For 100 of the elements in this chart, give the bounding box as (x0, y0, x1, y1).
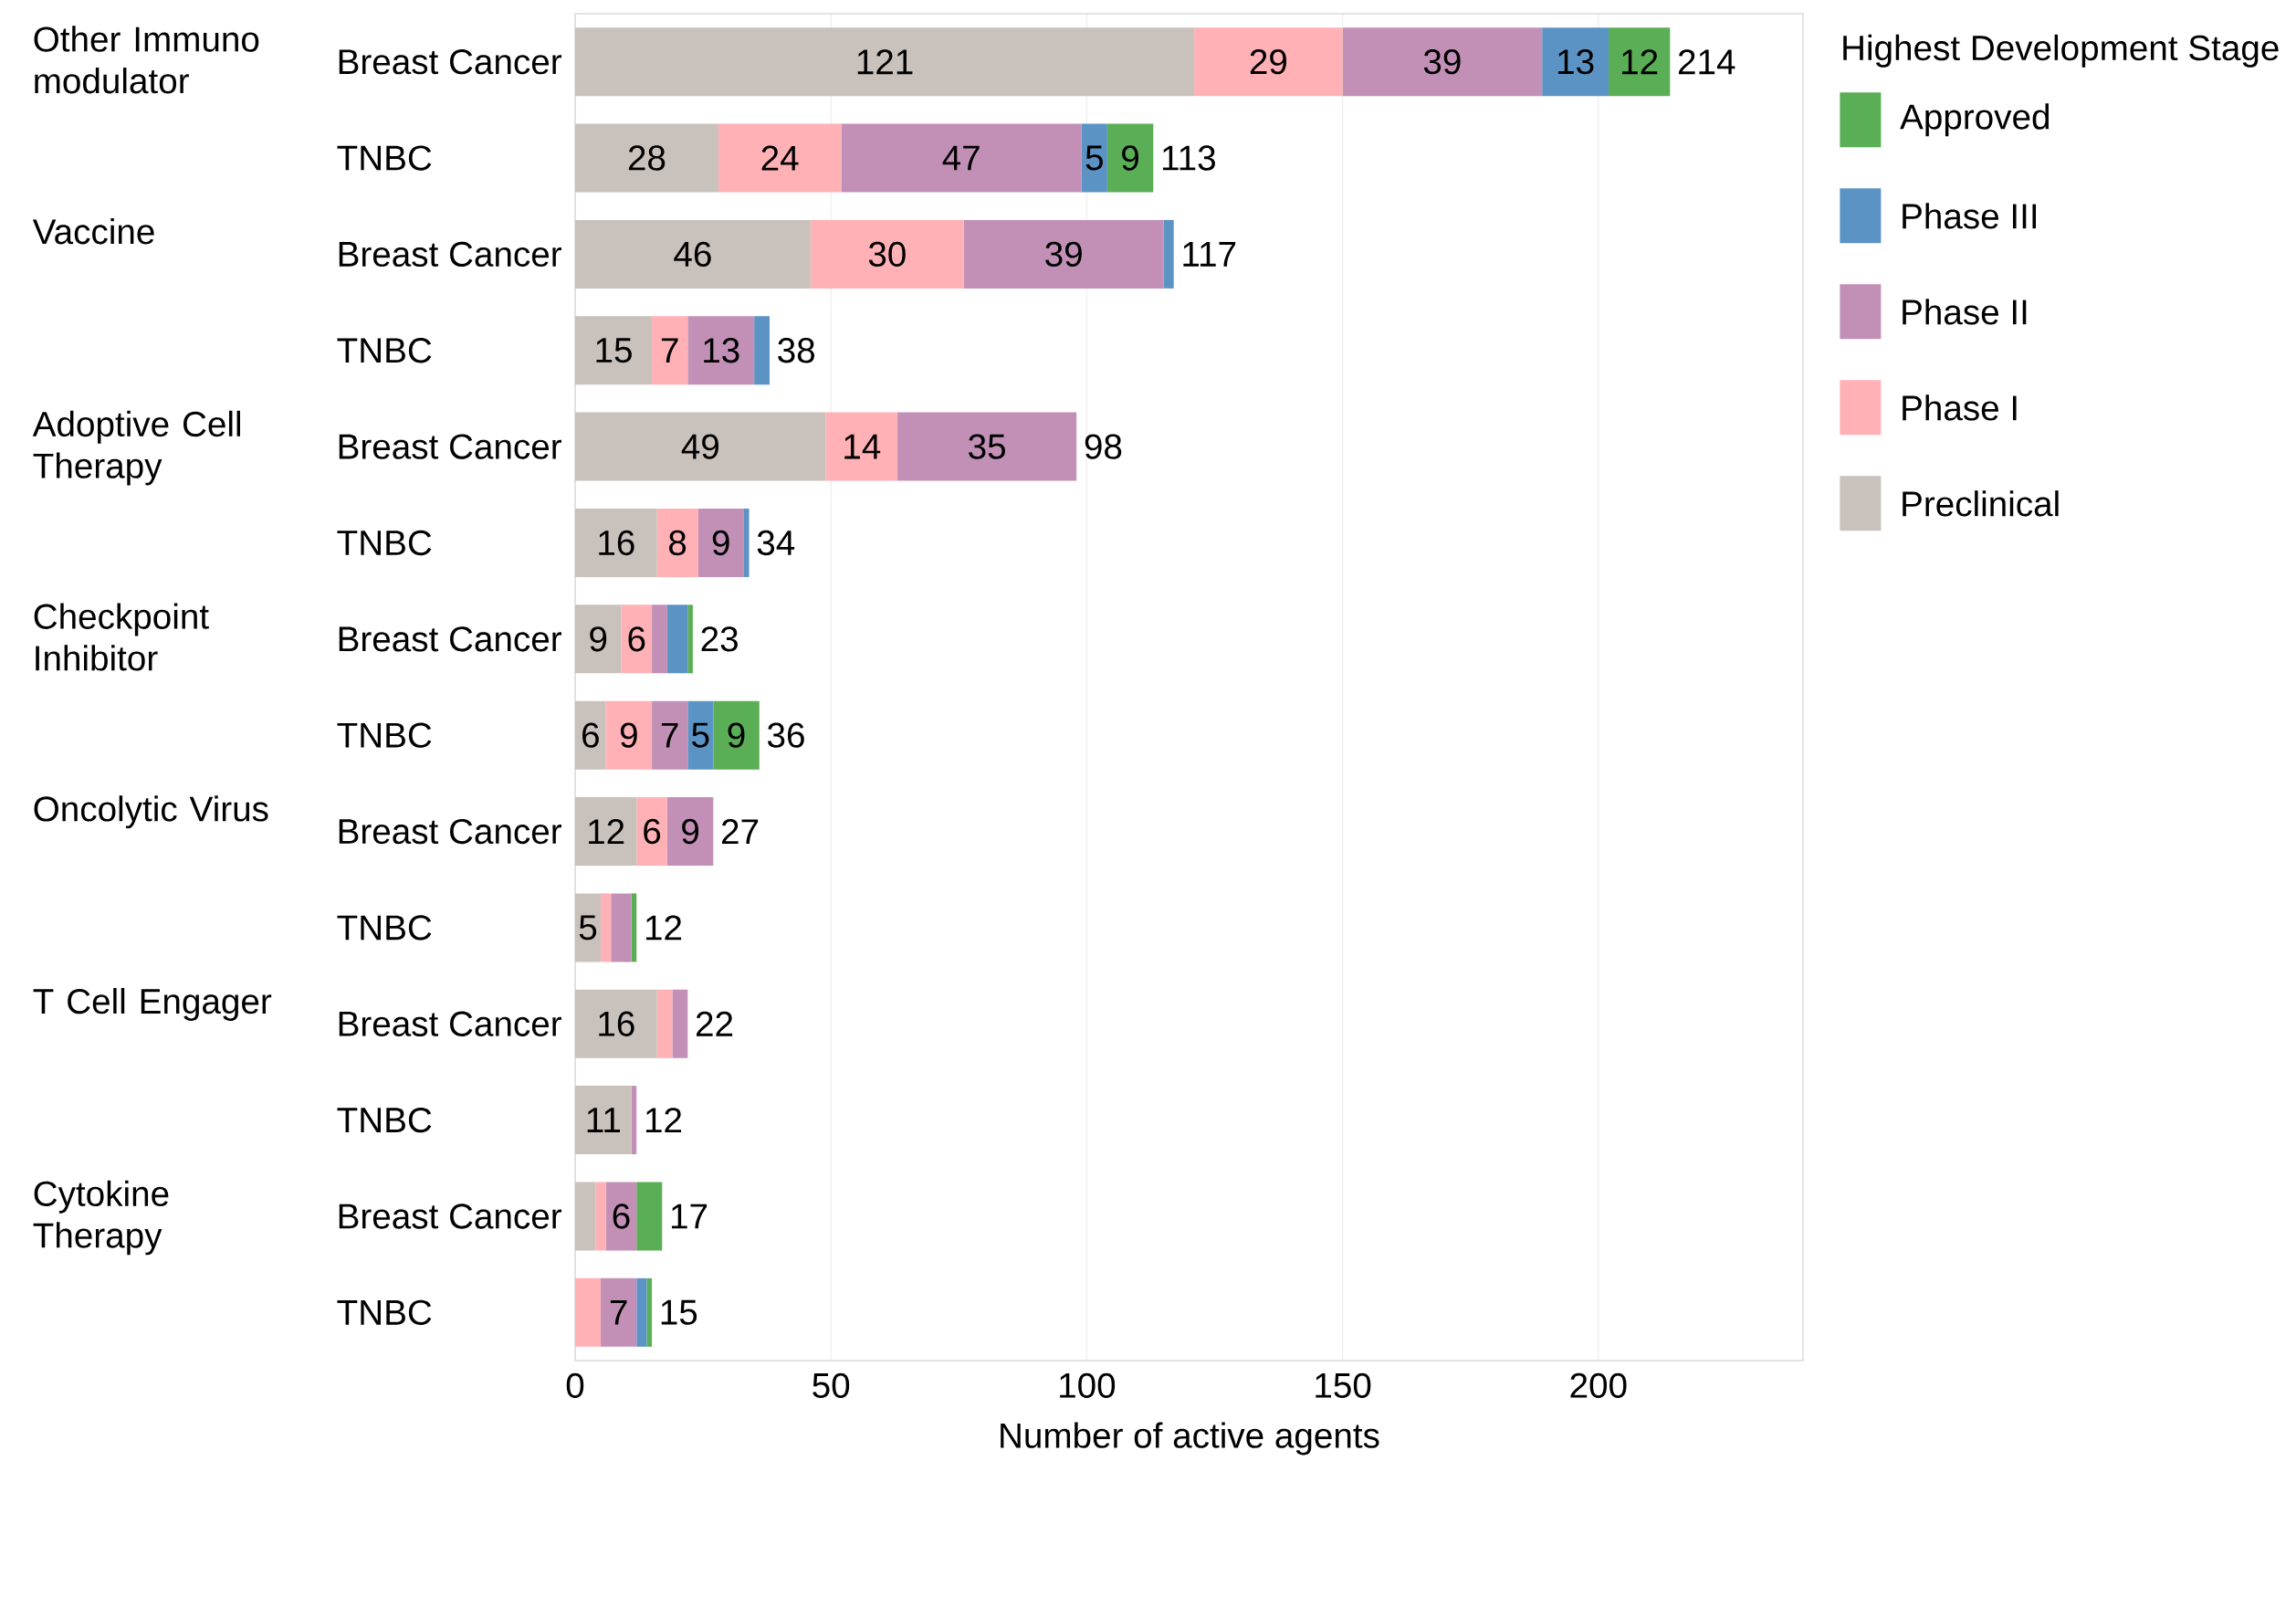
bar (656, 989, 673, 1058)
y-tick-label: TNBC (337, 1107, 432, 1133)
data-label: 30 (868, 241, 906, 268)
total-label: 17 (671, 1204, 708, 1229)
y-tick-label: Breast Cancer (339, 626, 561, 652)
data-label: 5 (692, 722, 709, 748)
data-label: 5 (579, 915, 597, 941)
data-label: 6 (644, 818, 661, 845)
bar (575, 27, 1195, 97)
bar (841, 123, 1082, 193)
y-tick-label: Breast Cancer (339, 434, 561, 459)
bar (810, 219, 964, 289)
total-label: 15 (661, 1299, 697, 1325)
bar (687, 605, 693, 674)
y-tick-label: TNBC (337, 722, 432, 748)
data-label: 9 (728, 722, 745, 748)
x-tick-label: 0 (566, 1372, 584, 1398)
bar (1106, 123, 1154, 193)
bar (1609, 27, 1671, 97)
bar (636, 797, 667, 867)
x-tick-label: 150 (1316, 1372, 1371, 1398)
bar (575, 316, 653, 385)
text: T Cell Engager (33, 987, 272, 1021)
y-tick-label: TNBC (337, 145, 432, 171)
bar (636, 1182, 663, 1251)
data-label: 15 (596, 338, 632, 363)
legend-label: Phase I (1903, 394, 2017, 421)
bar (1542, 27, 1609, 97)
total-label: 12 (645, 1108, 682, 1133)
bar (687, 700, 714, 770)
bar (575, 989, 657, 1058)
bar (601, 1277, 637, 1347)
data-label: 13 (704, 338, 739, 363)
bar (713, 700, 760, 770)
bar (636, 1277, 647, 1347)
bar (656, 508, 698, 577)
text: Other Immuno modulator (34, 26, 259, 94)
text: Oncolytic Virus (34, 795, 268, 829)
bar (687, 316, 755, 385)
data-label: 8 (669, 530, 687, 556)
data-label: 49 (681, 434, 718, 459)
y-tick-label: TNBC (337, 1299, 432, 1326)
data-label: 16 (599, 530, 634, 556)
bar (601, 893, 612, 962)
bar (652, 316, 688, 385)
bar (1342, 27, 1543, 97)
y-tick-label: Breast Cancer (339, 49, 561, 75)
data-label: 9 (590, 626, 607, 652)
x-tick-label: 50 (813, 1372, 850, 1398)
text: Adoptive Cell Therapy (32, 410, 241, 486)
text: Cytokine Therapy (33, 1180, 169, 1256)
data-label: 16 (599, 1011, 634, 1036)
legend-label: Preclinical (1903, 490, 2059, 517)
data-label: 5 (1085, 145, 1103, 171)
data-label: 9 (682, 818, 699, 845)
data-label: 39 (1045, 241, 1082, 268)
total-label: 12 (645, 915, 682, 941)
data-label: 28 (628, 145, 666, 171)
total-label: 27 (721, 819, 759, 845)
total-label: 38 (778, 338, 814, 363)
text: Checkpoint Inhibitor (34, 603, 209, 671)
bar (718, 123, 842, 193)
data-label: 14 (844, 434, 881, 459)
bar (672, 989, 688, 1058)
bar (575, 1277, 602, 1347)
y-tick-label: Breast Cancer (339, 241, 561, 268)
data-label: 12 (1622, 49, 1658, 75)
data-label: 11 (587, 1108, 621, 1132)
bar (575, 797, 637, 867)
bar (605, 700, 653, 770)
bar (646, 1277, 653, 1347)
data-label: 6 (613, 1204, 630, 1229)
y-tick-label: TNBC (337, 915, 432, 941)
total-label: 23 (701, 626, 738, 652)
total-label: 117 (1183, 242, 1236, 267)
data-label: 7 (661, 722, 678, 748)
data-label: 47 (942, 145, 980, 171)
y-tick-label: Breast Cancer (339, 1011, 561, 1036)
total-label: 36 (767, 722, 804, 748)
bar (611, 893, 632, 962)
bar (652, 605, 667, 674)
total-label: 34 (757, 530, 795, 556)
bar (1163, 219, 1174, 289)
y-tick-label: TNBC (337, 338, 432, 363)
data-label: 46 (674, 241, 711, 268)
data-label: 7 (610, 1300, 627, 1325)
bar (963, 219, 1164, 289)
data-label: 9 (1122, 145, 1138, 171)
bar (1081, 123, 1107, 193)
bar (697, 508, 744, 577)
bar (575, 219, 811, 289)
x-tick-label: 200 (1570, 1372, 1627, 1398)
x-tick-label: 100 (1060, 1372, 1116, 1398)
data-label: 29 (1250, 49, 1287, 75)
bar (595, 1182, 606, 1251)
bar (575, 412, 826, 481)
bar (1194, 27, 1343, 97)
text: Vaccine (32, 218, 154, 245)
legend-label: Phase II (1903, 299, 2027, 325)
bar (605, 1182, 637, 1251)
